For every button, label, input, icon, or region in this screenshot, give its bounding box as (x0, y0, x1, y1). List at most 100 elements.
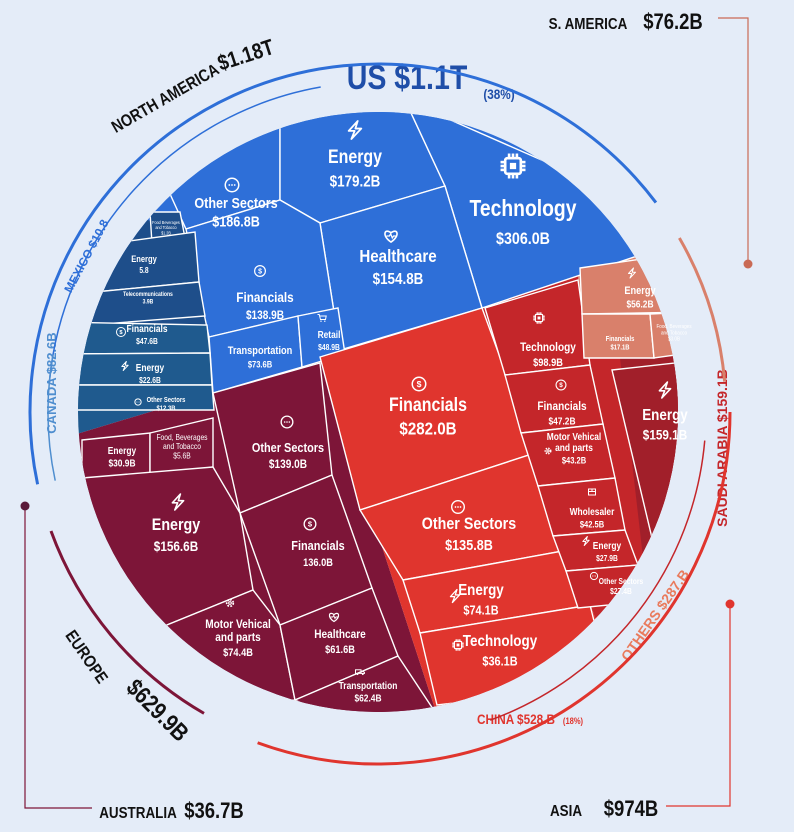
sector-name: Healthcare (359, 246, 436, 267)
sector-name: Transportation (339, 680, 398, 691)
sector-value: $27.4B (610, 586, 632, 596)
dollar-icon: $ (555, 379, 567, 391)
us-label-transportation: Transportation $73.6B (228, 345, 293, 369)
s-america-name: S. AMERICA (549, 16, 628, 33)
cart-icon (317, 314, 327, 322)
chip-icon (500, 153, 526, 179)
sector-name: Food Beverages (152, 220, 180, 225)
dollar-icon: $ (116, 327, 126, 337)
svg-text:$: $ (119, 330, 123, 336)
us-label-retail: Retail $48.9B (317, 314, 341, 353)
sector-name: Financials (606, 336, 635, 344)
sector-name: and Tobacco (155, 225, 177, 230)
energy-icon (121, 361, 129, 371)
asia-arc (257, 411, 732, 766)
north-america-value: $1.18T (215, 35, 278, 76)
europe-label-energy: Energy $30.9B (108, 445, 137, 468)
europe-label-other-sectors: Other Sectors $139.0B (252, 415, 324, 471)
sector-value: $43.2B (562, 455, 586, 466)
sector-name: Financials (389, 394, 467, 416)
mexico-label-energy: Energy 5.8 (131, 253, 157, 275)
us-label-energy: Energy $179.2B (328, 120, 382, 191)
sector-name: Financials (537, 400, 586, 413)
gear-icon (225, 598, 235, 608)
s-america-value: $76.2B (643, 11, 703, 35)
sector-value: $48.9B (318, 343, 340, 353)
sector-name: Technology (520, 341, 577, 354)
sector-value: $74.4B (223, 647, 253, 659)
svg-text:$: $ (258, 268, 262, 275)
s-america-arc (678, 237, 727, 382)
sector-value: $22.6B (139, 376, 161, 386)
sector-name: Other Sectors (194, 194, 278, 211)
europe-label-healthcare: Healthcare $61.6B (314, 612, 366, 656)
us-label-technology: Technology $306.0B (470, 153, 577, 248)
australia-name: AUSTRALIA (99, 805, 177, 822)
us-label-other-sectors: Other Sectors $186.8B (194, 177, 278, 230)
china-label-other-sectors: Other Sectors $135.8B (422, 500, 516, 553)
sector-value: $61.6B (325, 644, 355, 656)
canada-label-other-sectors: Other Sectors$12.3B (134, 397, 186, 413)
sector-value: $186.8B (212, 213, 260, 230)
saudi-total: SAUDI ARABIA $159.1B (714, 369, 730, 527)
sector-name: Energy (624, 285, 656, 297)
china-label-energy: Energy $74.1B (449, 582, 504, 618)
sector-name: and parts (555, 442, 593, 453)
box-icon (588, 488, 596, 496)
s-america-label-financials: Financials$17.1B (606, 336, 635, 352)
europe-callout: EUROPE$629.9B (61, 627, 194, 747)
dollar-icon: $ (254, 265, 267, 278)
asia-callout: ASIA $974B (550, 599, 735, 821)
svg-text:$: $ (308, 520, 313, 529)
gear-icon (544, 447, 552, 455)
sector-value: $73.6B (248, 359, 272, 370)
canada-total: CANADA $82.6B (44, 332, 59, 433)
sector-value: $42.5B (580, 519, 604, 530)
china-label-technology: Technology $36.1B (452, 633, 538, 669)
canada-cell-energy (78, 352, 213, 386)
europe-label-financials: $ Financials 136.0B (291, 517, 345, 569)
sector-name: Retail (318, 329, 341, 340)
china-share: (18%) (563, 715, 583, 726)
sector-value: $17.1B (611, 344, 630, 352)
sector-name: Energy (642, 407, 688, 424)
sector-name: and Tobacco (163, 442, 201, 452)
sector-name: Energy (136, 362, 165, 373)
heart-icon (384, 230, 398, 244)
truck-icon (355, 669, 365, 676)
sector-value: $27.9B (596, 554, 618, 564)
sector-value: 136.0B (303, 557, 333, 569)
asia-dot (725, 599, 735, 609)
sector-value: $306.0B (496, 230, 550, 248)
other-icon (134, 398, 142, 406)
sector-value: $1.2B (161, 230, 171, 235)
sector-name: Motor Vehical (205, 618, 271, 631)
sector-name: and parts (215, 631, 260, 644)
europe-value: $629.9B (121, 674, 194, 747)
asia-name: ASIA (550, 803, 582, 820)
north-america-name: NORTH AMERICA (109, 61, 223, 137)
energy-icon (347, 120, 363, 140)
other-icon (280, 415, 294, 429)
sector-value: $138.9B (246, 309, 284, 322)
sector-value: $179.2B (330, 173, 381, 190)
sector-name: Transportation (228, 345, 293, 357)
europe-label-transportation: Transportation $62.4B (339, 669, 398, 704)
sector-name: Financials (291, 538, 345, 553)
sector-name: and Tobacco (661, 330, 687, 336)
energy-icon (171, 493, 185, 511)
asia-leader (666, 606, 731, 807)
sector-value: $5.6B (173, 451, 191, 461)
sector-name: Wholesaler (570, 506, 615, 517)
svg-text:$: $ (417, 379, 422, 389)
australia-callout: AUSTRALIA $36.7B (20, 501, 244, 823)
sector-name: Financials (126, 323, 167, 334)
energy-icon (628, 267, 636, 279)
other-icon (589, 571, 599, 581)
sector-name: Technology (463, 633, 538, 650)
sector-value: $30.9B (108, 458, 135, 469)
sector-name: Healthcare (314, 628, 366, 641)
